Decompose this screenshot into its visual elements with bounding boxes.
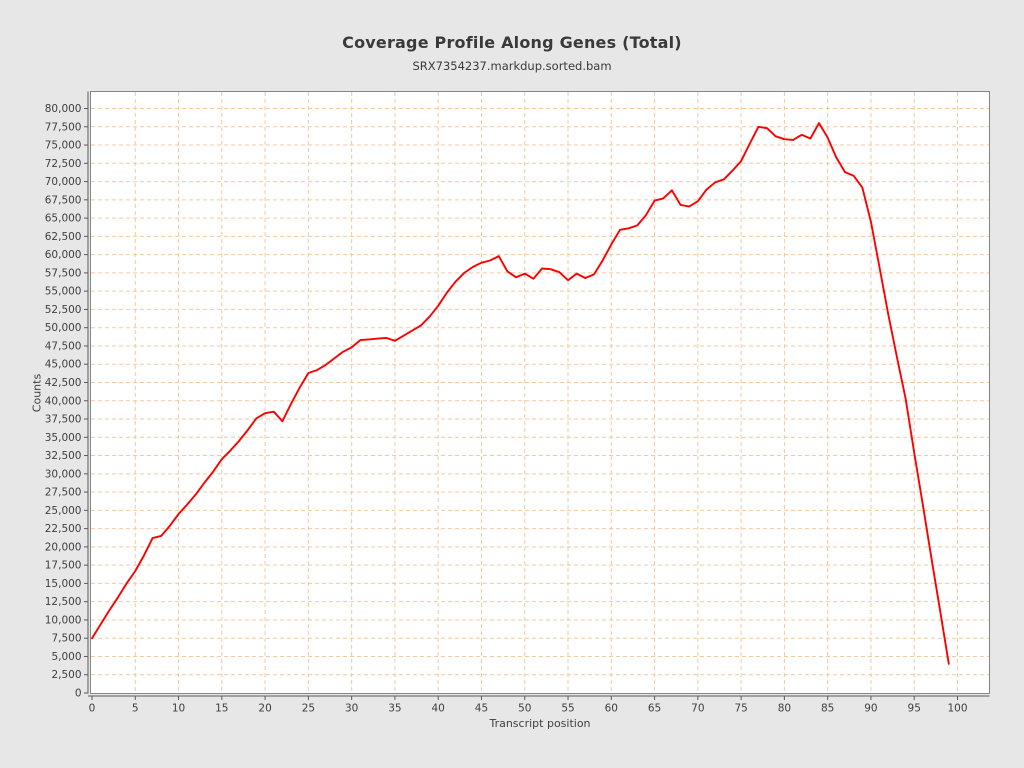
svg-text:20: 20 — [258, 703, 271, 715]
svg-text:32,500: 32,500 — [45, 450, 82, 462]
svg-text:10,000: 10,000 — [45, 614, 82, 626]
svg-text:62,500: 62,500 — [45, 231, 82, 243]
svg-text:25: 25 — [302, 703, 315, 715]
svg-text:35: 35 — [388, 703, 401, 715]
svg-text:27,500: 27,500 — [45, 487, 82, 499]
svg-text:40: 40 — [432, 703, 445, 715]
x-axis-label: Transcript position — [489, 717, 591, 730]
svg-text:0: 0 — [75, 688, 82, 700]
svg-text:22,500: 22,500 — [45, 523, 82, 535]
svg-text:55,000: 55,000 — [45, 286, 82, 298]
svg-text:45,000: 45,000 — [45, 359, 82, 371]
svg-text:80: 80 — [778, 703, 791, 715]
svg-text:57,500: 57,500 — [45, 267, 82, 279]
svg-text:5: 5 — [132, 703, 139, 715]
svg-text:55: 55 — [561, 703, 574, 715]
svg-text:72,500: 72,500 — [45, 158, 82, 170]
svg-text:52,500: 52,500 — [45, 304, 82, 316]
svg-text:30,000: 30,000 — [45, 468, 82, 480]
svg-text:25,000: 25,000 — [45, 505, 82, 517]
svg-text:17,500: 17,500 — [45, 560, 82, 572]
svg-text:80,000: 80,000 — [45, 103, 82, 115]
chart-subtitle: SRX7354237.markdup.sorted.bam — [412, 59, 612, 73]
svg-text:15,000: 15,000 — [45, 578, 82, 590]
svg-text:90: 90 — [864, 703, 877, 715]
svg-text:100: 100 — [947, 703, 967, 715]
svg-text:15: 15 — [215, 703, 228, 715]
svg-text:5,000: 5,000 — [51, 651, 81, 663]
svg-text:70: 70 — [691, 703, 704, 715]
svg-text:75: 75 — [734, 703, 747, 715]
svg-text:50,000: 50,000 — [45, 322, 82, 334]
svg-text:37,500: 37,500 — [45, 414, 82, 426]
svg-text:10: 10 — [172, 703, 185, 715]
svg-text:65,000: 65,000 — [45, 213, 82, 225]
svg-text:67,500: 67,500 — [45, 194, 82, 206]
svg-text:12,500: 12,500 — [45, 596, 82, 608]
svg-text:77,500: 77,500 — [45, 121, 82, 133]
svg-text:35,000: 35,000 — [45, 432, 82, 444]
svg-text:70,000: 70,000 — [45, 176, 82, 188]
svg-text:47,500: 47,500 — [45, 340, 82, 352]
svg-text:65: 65 — [648, 703, 661, 715]
svg-text:40,000: 40,000 — [45, 395, 82, 407]
svg-text:85: 85 — [821, 703, 834, 715]
svg-text:0: 0 — [89, 703, 96, 715]
chart-title: Coverage Profile Along Genes (Total) — [342, 33, 682, 52]
svg-text:42,500: 42,500 — [45, 377, 82, 389]
svg-text:75,000: 75,000 — [45, 140, 82, 152]
svg-text:45: 45 — [475, 703, 488, 715]
svg-text:95: 95 — [908, 703, 921, 715]
svg-text:30: 30 — [345, 703, 358, 715]
svg-text:7,500: 7,500 — [51, 633, 81, 645]
svg-text:60,000: 60,000 — [45, 249, 82, 261]
svg-text:50: 50 — [518, 703, 531, 715]
svg-text:20,000: 20,000 — [45, 541, 82, 553]
svg-text:60: 60 — [605, 703, 618, 715]
svg-text:2,500: 2,500 — [51, 669, 81, 681]
